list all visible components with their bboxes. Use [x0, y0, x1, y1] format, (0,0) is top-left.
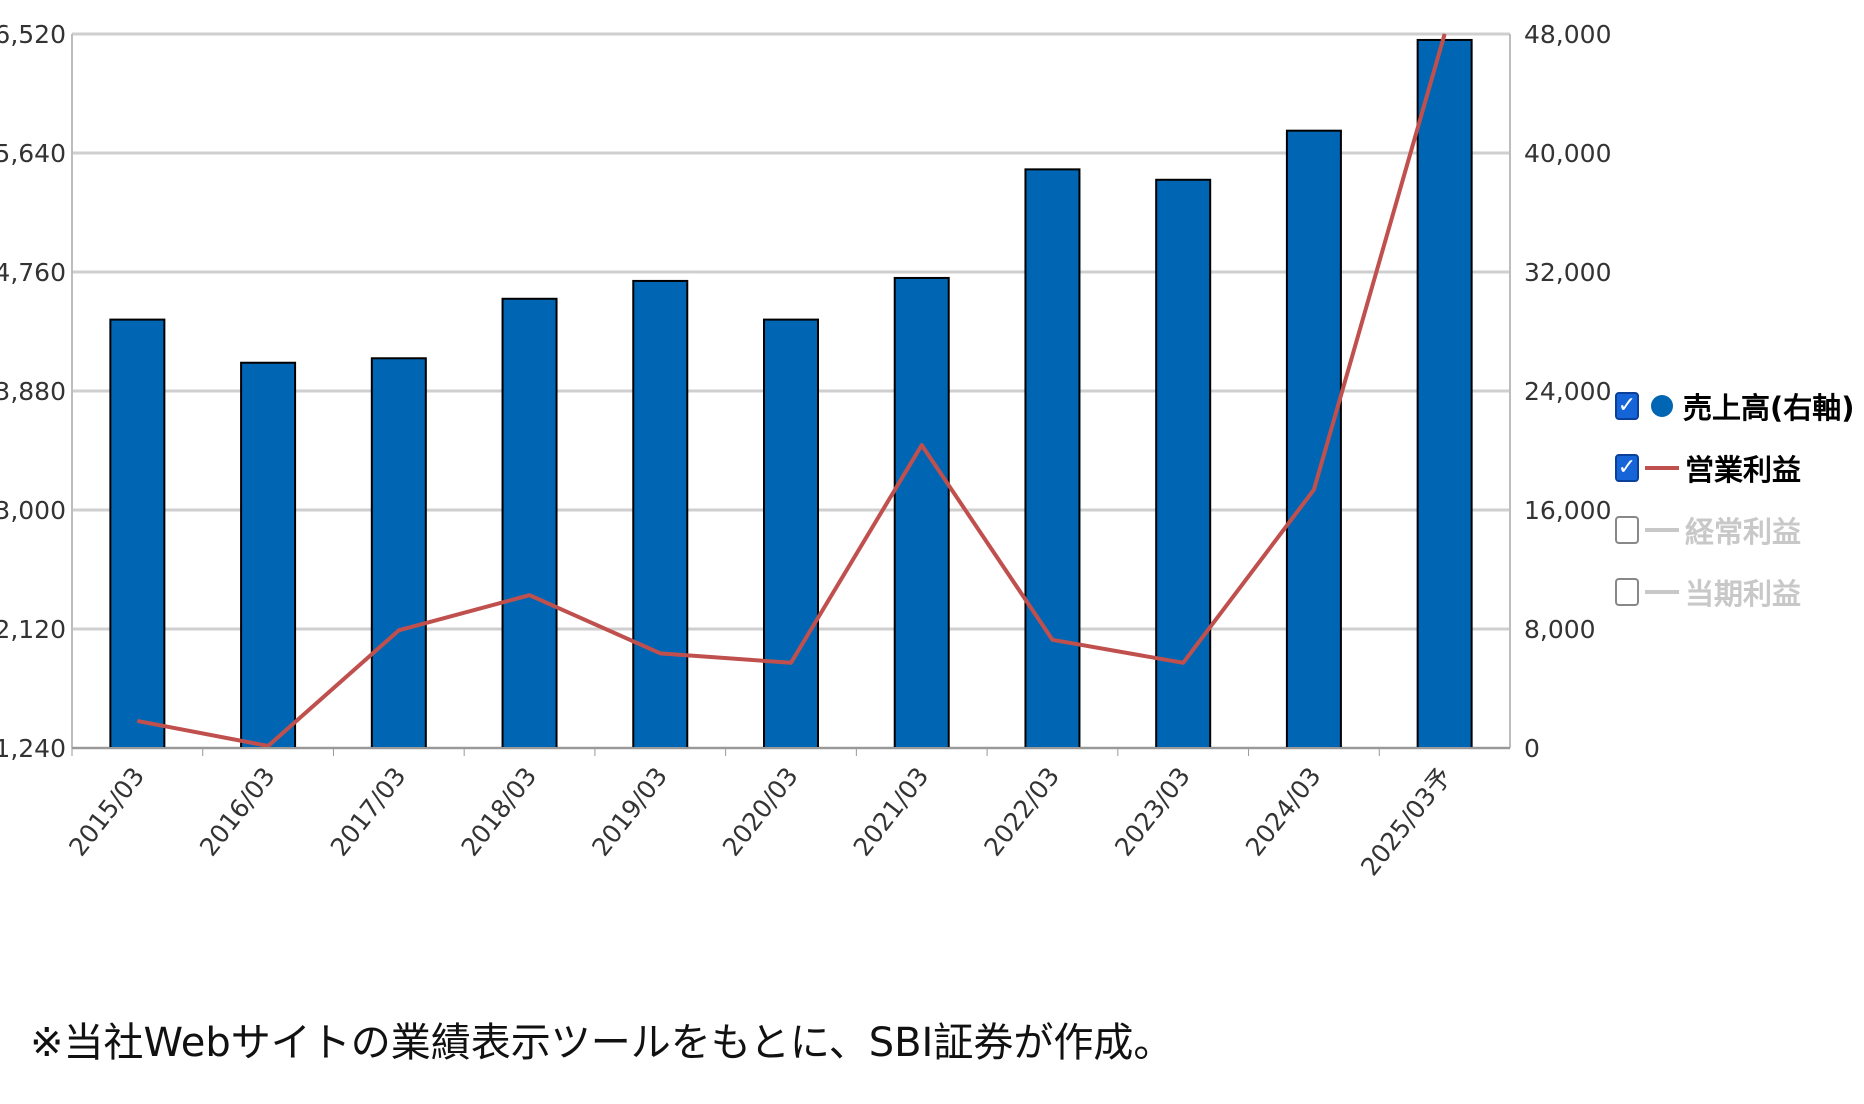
source-note: ※当社Webサイトの業績表示ツールをもとに、SBI証券が作成。 [30, 1020, 1174, 1066]
bar [370, 357, 427, 749]
checkbox-sales[interactable]: ✓ [1615, 392, 1639, 420]
legend: ✓ 売上高(右軸) ✓ 営業利益 経常利益 当期利益 [1615, 375, 1860, 623]
bars [109, 38, 1473, 750]
x-tick-label: 2019/03 [586, 762, 673, 862]
line-icon [1645, 528, 1679, 532]
line-point [136, 720, 138, 722]
legend-label-ordinary-profit: 経常利益 [1685, 515, 1802, 549]
chart: 1,240 2,120 3,000 3,880 4,760 5,640 6,520 0 8,0… [0, 20, 1611, 881]
left-tick-label: 2,120 [0, 615, 66, 644]
right-tick-label: 8,000 [1524, 615, 1596, 644]
line-point [1444, 33, 1446, 35]
bar [1416, 38, 1473, 749]
x-tick-label: 2020/03 [717, 762, 804, 862]
right-tick-label: 48,000 [1524, 20, 1611, 49]
x-tick-label: 2016/03 [194, 762, 281, 862]
line-point [790, 662, 792, 664]
bar [632, 279, 689, 749]
right-tick-label: 32,000 [1524, 258, 1611, 287]
x-tick-label: 2022/03 [978, 762, 1065, 862]
right-tick-label: 16,000 [1524, 496, 1611, 525]
legend-label-operating-profit: 営業利益 [1685, 453, 1802, 487]
x-tick-label: 2023/03 [1109, 762, 1196, 862]
left-tick-label: 6,520 [0, 20, 66, 49]
bar [1155, 178, 1212, 749]
dot-icon [1651, 395, 1673, 417]
left-tick-label: 3,880 [0, 377, 66, 406]
line-icon [1645, 590, 1679, 594]
bar [1024, 168, 1081, 750]
left-tick-label: 3,000 [0, 496, 66, 525]
legend-item-net-profit[interactable]: 当期利益 [1615, 561, 1860, 623]
legend-label-sales: 売上高(右軸) [1683, 391, 1855, 425]
bar [1285, 129, 1342, 749]
line-point [398, 629, 400, 631]
line-point [529, 594, 531, 596]
left-tick-label: 4,760 [0, 258, 66, 287]
x-tick-label: 2015/03 [63, 762, 150, 862]
checkbox-operating-profit[interactable]: ✓ [1615, 454, 1639, 482]
legend-item-operating-profit[interactable]: ✓ 営業利益 [1615, 437, 1860, 499]
x-tick-label: 2025/03予 [1355, 762, 1457, 881]
right-tick-label: 40,000 [1524, 139, 1611, 168]
line-point [1182, 662, 1184, 664]
right-tick-label: 0 [1524, 734, 1540, 763]
bar [501, 297, 558, 749]
x-tick-label: 2024/03 [1240, 762, 1327, 862]
line-point [921, 444, 923, 446]
x-axis: 2015/03 2016/03 2017/03 2018/03 2019/03 2020/… [63, 747, 1510, 881]
x-tick-label: 2018/03 [455, 762, 542, 862]
right-tick-label: 24,000 [1524, 377, 1611, 406]
line-point [1051, 639, 1053, 641]
line-series [136, 33, 1447, 748]
bar [109, 318, 166, 749]
bar [893, 276, 950, 749]
left-tick-label: 5,640 [0, 139, 66, 168]
left-axis: 1,240 2,120 3,000 3,880 4,760 5,640 6,520 [0, 20, 73, 763]
line-icon [1645, 466, 1679, 470]
checkbox-net-profit[interactable] [1615, 578, 1639, 606]
legend-label-net-profit: 当期利益 [1685, 577, 1802, 611]
bar [240, 361, 297, 749]
checkbox-ordinary-profit[interactable] [1615, 516, 1639, 544]
legend-item-sales[interactable]: ✓ 売上高(右軸) [1615, 375, 1860, 437]
legend-item-ordinary-profit[interactable]: 経常利益 [1615, 499, 1860, 561]
right-axis: 0 8,000 16,000 24,000 32,000 40,000 48,000 [1509, 20, 1611, 763]
bar [763, 318, 819, 749]
line-point [659, 652, 661, 654]
x-tick-label: 2017/03 [325, 762, 412, 862]
line-point [1313, 489, 1315, 491]
x-tick-label: 2021/03 [848, 762, 935, 862]
left-tick-label: 1,240 [0, 734, 66, 763]
line-point [267, 745, 269, 747]
